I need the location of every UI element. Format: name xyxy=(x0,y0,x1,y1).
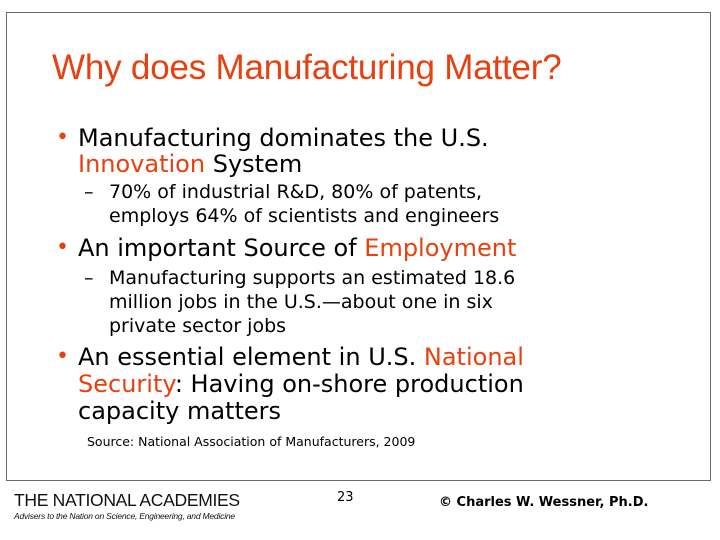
keyword-national: National xyxy=(423,343,524,371)
source-citation: Source: National Association of Manufact… xyxy=(87,434,416,449)
copyright-notice: © Charles W. Wessner, Ph.D. xyxy=(439,495,649,510)
sub-bullet-2-line-2: million jobs in the U.S.—about one in si… xyxy=(109,291,493,313)
bullet-3-line-3: capacity matters xyxy=(78,397,281,425)
slide-title: Why does Manufacturing Matter? xyxy=(52,48,562,87)
keyword-security: Security xyxy=(78,370,175,398)
bullet-marker: • xyxy=(56,125,69,150)
bullet-1-line-2-rest: System xyxy=(205,150,303,178)
bullet-3-line-1: An essential element in U.S. National xyxy=(78,343,524,371)
bullet-3-line-2: Security: Having on-shore production xyxy=(78,370,524,398)
keyword-employment: Employment xyxy=(364,234,517,262)
bullet-2-line-1-pre: An important Source of xyxy=(78,234,365,262)
bullet-marker: • xyxy=(56,344,69,369)
bullet-1-line-1: Manufacturing dominates the U.S. xyxy=(78,124,489,152)
bullet-1-line-2: Innovation System xyxy=(78,150,302,178)
bullet-3-line-1-pre: An essential element in U.S. xyxy=(78,343,424,371)
dash-marker: – xyxy=(84,181,94,203)
page-number: 23 xyxy=(337,490,354,505)
national-academies-logo: THE NATIONAL ACADEMIES Advisers to the N… xyxy=(14,490,240,521)
slide-frame xyxy=(6,12,711,481)
bullet-3-line-2-rest: : Having on-shore production xyxy=(174,370,524,398)
bullet-marker: • xyxy=(56,235,69,260)
logo-subtitle: Advisers to the Nation on Science, Engin… xyxy=(14,511,235,521)
keyword-innovation: Innovation xyxy=(78,150,206,178)
sub-bullet-2-line-1: Manufacturing supports an estimated 18.6 xyxy=(109,267,516,289)
sub-bullet-1-line-1: 70% of industrial R&D, 80% of patents, xyxy=(109,181,483,203)
dash-marker: – xyxy=(84,267,94,289)
sub-bullet-2-line-3: private sector jobs xyxy=(109,315,287,337)
bullet-2-line-1: An important Source of Employment xyxy=(78,234,516,262)
logo-title: THE NATIONAL ACADEMIES xyxy=(14,490,240,510)
sub-bullet-1-line-2: employs 64% of scientists and engineers xyxy=(109,205,500,227)
